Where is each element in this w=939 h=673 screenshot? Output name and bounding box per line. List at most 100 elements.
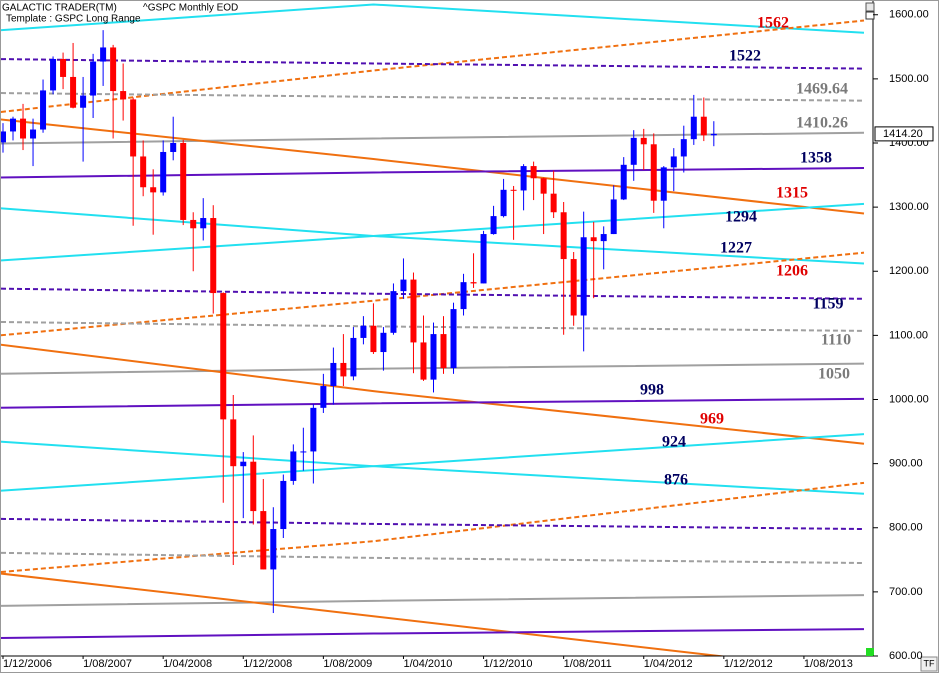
candle-body — [700, 116, 707, 136]
candle-body — [90, 61, 97, 96]
annotation: 1227 — [720, 240, 752, 257]
indicator-lines — [0, 3, 865, 656]
candle-body — [80, 95, 87, 108]
level-line — [0, 628, 864, 639]
y-tick-label: 1000.00 — [889, 393, 929, 405]
corner-button[interactable] — [865, 11, 875, 20]
y-tick-label: 700.00 — [889, 586, 923, 598]
x-tick-label: 1/12/2006 — [3, 658, 52, 670]
candle-body — [470, 282, 477, 284]
candle-body — [410, 279, 417, 343]
last-price-box — [874, 126, 934, 142]
last-price-label: 1414.20 — [883, 128, 923, 140]
candle-body — [70, 76, 77, 108]
candle-body — [60, 58, 67, 77]
candle-body — [680, 139, 687, 157]
status-indicator — [866, 648, 874, 656]
candle-body — [180, 142, 187, 220]
y-tick-label: 900.00 — [889, 458, 923, 470]
corner-button[interactable] — [865, 2, 875, 12]
candle-body — [270, 529, 277, 570]
level-line — [0, 517, 865, 531]
candle-body — [430, 334, 437, 380]
candle-body — [390, 291, 397, 333]
candle-body — [210, 218, 217, 294]
level-line — [0, 343, 865, 445]
candle-body — [400, 279, 407, 292]
candle-body — [690, 116, 697, 140]
candle-body — [160, 151, 167, 193]
annotation: 1159 — [812, 296, 843, 313]
tf-button-label[interactable]: TF — [924, 658, 935, 668]
candle-body — [340, 362, 347, 377]
level-line — [0, 131, 865, 145]
candle-body — [260, 511, 267, 570]
candle-body — [310, 407, 317, 452]
candle-body — [520, 166, 527, 191]
level-line — [0, 551, 865, 565]
level-line — [0, 202, 865, 262]
candle-body — [540, 178, 547, 194]
level-line — [0, 594, 865, 607]
x-tick-label: 1/08/2007 — [83, 658, 132, 670]
annotation: 1110 — [821, 332, 851, 349]
level-line — [0, 433, 865, 492]
candle-body — [130, 99, 137, 157]
y-tick-label: 1200.00 — [889, 265, 929, 277]
candle-body — [0, 131, 7, 143]
candle-body — [220, 293, 227, 420]
level-line — [0, 92, 864, 102]
candle-body — [300, 451, 307, 453]
candle-body — [10, 118, 17, 132]
candle-body — [370, 325, 377, 353]
tf-button[interactable] — [920, 656, 938, 672]
candle-body — [120, 91, 127, 100]
candle-body — [50, 58, 57, 91]
level-line — [0, 572, 728, 656]
candle-body — [480, 234, 487, 284]
app-title: GALACTIC TRADER(TM) — [2, 3, 117, 14]
annotation: 924 — [662, 434, 686, 451]
candle-body — [280, 480, 287, 530]
y-tick-label: 1300.00 — [889, 201, 929, 213]
x-tick-label: 1/12/2012 — [724, 658, 773, 670]
candle-body — [610, 199, 617, 235]
candle-body — [590, 237, 597, 242]
candle-body — [40, 90, 47, 130]
candle-body — [290, 451, 297, 481]
candle-body — [560, 212, 567, 260]
x-tick-label: 1/04/2012 — [644, 658, 693, 670]
level-line — [0, 3, 865, 34]
candle-body — [550, 193, 557, 213]
y-tick-label: 600.00 — [889, 650, 923, 662]
annotation: 1315 — [776, 185, 808, 202]
level-line — [0, 362, 865, 375]
annotation: 1206 — [776, 263, 808, 280]
x-tick-label: 1/12/2008 — [243, 658, 292, 670]
candle-body — [500, 189, 507, 217]
x-tick-label: 1/12/2010 — [484, 658, 533, 670]
x-tick-label: 1/04/2008 — [163, 658, 212, 670]
candle-body — [200, 218, 207, 229]
annotation: 1522 — [729, 48, 761, 65]
candle-body — [100, 47, 107, 62]
annotation: 1050 — [818, 366, 850, 383]
candle-body — [320, 386, 327, 408]
x-tick-label: 1/08/2009 — [323, 658, 372, 670]
annotations: 1562 1522 1469.64 1410.26 1358 1315 1294… — [640, 15, 851, 489]
candle-body — [420, 342, 427, 380]
candles — [0, 30, 717, 614]
candle-body — [600, 234, 607, 242]
annotation: 1358 — [800, 150, 832, 167]
candle-body — [250, 461, 257, 512]
candle-body — [620, 164, 627, 200]
annotation: 969 — [700, 411, 724, 428]
candle-body — [490, 216, 497, 235]
candle-body — [440, 334, 447, 369]
candle-body — [240, 461, 247, 467]
candle-body — [350, 337, 357, 377]
annotation: 1410.26 — [796, 115, 848, 132]
annotation: 1469.64 — [796, 81, 848, 98]
